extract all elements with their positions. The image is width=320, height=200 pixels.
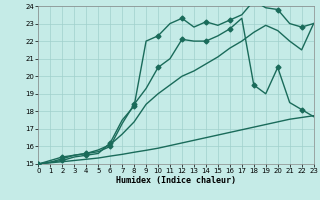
X-axis label: Humidex (Indice chaleur): Humidex (Indice chaleur) bbox=[116, 176, 236, 185]
